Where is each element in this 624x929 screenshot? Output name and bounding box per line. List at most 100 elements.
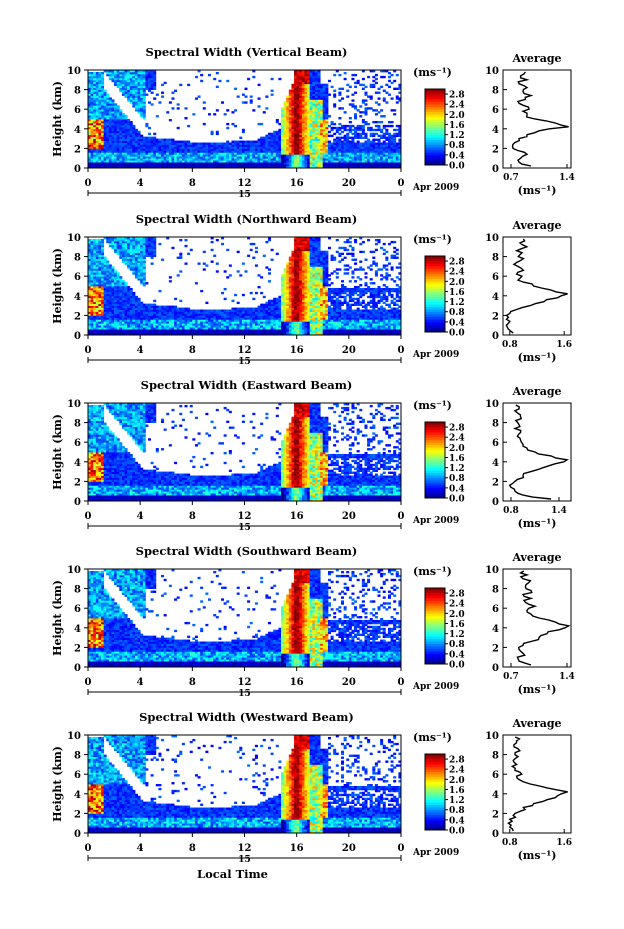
heatmap-cell [98, 93, 102, 96]
heatmap-cell [176, 154, 180, 157]
heatmap-cell [147, 81, 151, 85]
heatmap-cell [221, 242, 225, 246]
heatmap-cell [98, 287, 102, 291]
heatmap-cell [124, 331, 128, 334]
heatmap-cell [155, 329, 159, 332]
heatmap-cell [114, 128, 118, 132]
heatmap-cell [111, 146, 115, 149]
heatmap-cell [106, 71, 110, 75]
heatmap-cell [307, 124, 311, 128]
heatmap-cell [90, 120, 94, 124]
heatmap-cell [174, 305, 178, 308]
heatmap-cell [101, 313, 105, 316]
heatmap-cell [369, 150, 373, 153]
heatmap-cell [166, 150, 170, 153]
heatmap-cell [202, 319, 206, 322]
heatmap-cell [142, 272, 146, 275]
heatmap-cell [124, 120, 128, 124]
heatmap-cell [374, 162, 378, 165]
heatmap-cell [395, 124, 399, 128]
heatmap-cell [231, 311, 235, 314]
heatmap-cell [116, 276, 120, 279]
heatmap-cell [294, 97, 298, 100]
heatmap-cell [95, 124, 99, 128]
heatmap-cell [398, 142, 402, 145]
heatmap-cell [320, 93, 324, 96]
heatmap-cell [333, 158, 337, 161]
heatmap-cell [359, 144, 363, 147]
heatmap-cell [116, 134, 120, 138]
heatmap-cell [132, 79, 136, 83]
heatmap-cell [166, 156, 170, 159]
average-title: Average [511, 52, 561, 65]
heatmap-cell [202, 311, 206, 314]
heatmap-cell [184, 262, 188, 265]
heatmap-cell [281, 117, 285, 120]
heatmap-cell [93, 162, 97, 165]
heatmap-cell [223, 156, 227, 159]
heatmap-cell [239, 142, 243, 145]
heatmap-cell [374, 124, 378, 128]
heatmap-cell [234, 140, 238, 143]
heatmap-cell [377, 152, 381, 155]
heatmap-cell [335, 130, 339, 134]
heatmap-cell [101, 262, 105, 265]
heatmap-cell [93, 124, 97, 128]
heatmap-cell [299, 87, 303, 90]
heatmap-cell [93, 93, 97, 96]
heatmap-cell [221, 317, 225, 320]
heatmap-cell [145, 252, 149, 256]
heatmap-cell [364, 107, 368, 110]
heatmap-cell [317, 134, 321, 138]
heatmap-cell [90, 291, 94, 295]
heatmap-cell [181, 148, 185, 151]
heatmap-cell [166, 323, 170, 326]
heatmap-cell [88, 252, 92, 256]
heatmap-cell [223, 142, 227, 145]
heatmap-cell [93, 158, 97, 161]
heatmap-cell [90, 284, 94, 287]
heatmap-cell [359, 128, 363, 132]
heatmap-cell [106, 146, 110, 149]
heatmap-cell [93, 136, 97, 139]
heatmap-cell [239, 333, 243, 336]
heatmap-cell [283, 101, 287, 104]
heatmap-cell [119, 89, 123, 92]
heatmap-cell [234, 293, 238, 297]
heatmap-cell [325, 83, 329, 87]
heatmap-cell [98, 264, 102, 267]
heatmap-cell [257, 97, 261, 100]
heatmap-cell [150, 148, 154, 151]
heatmap-cell [288, 152, 292, 155]
heatmap-cell [181, 164, 185, 167]
heatmap-cell [114, 71, 118, 75]
heatmap-cell [354, 134, 358, 138]
heatmap-cell [309, 75, 313, 79]
heatmap-cell [372, 158, 376, 161]
heatmap-cell [307, 87, 311, 90]
heatmap-cell [301, 126, 305, 130]
heatmap-cell [192, 142, 196, 145]
heatmap-cell [325, 134, 329, 138]
heatmap-cell [307, 115, 311, 118]
heatmap-cell [221, 313, 225, 316]
heatmap-cell [348, 103, 352, 106]
heatmap-cell [119, 119, 123, 122]
heatmap-cell [267, 146, 271, 149]
heatmap-cell [343, 71, 347, 75]
heatmap-cell [101, 111, 105, 114]
heatmap-cell [108, 321, 112, 324]
heatmap-cell [103, 297, 107, 301]
heatmap-cell [114, 117, 118, 120]
heatmap-cell [179, 321, 183, 324]
heatmap-cell [134, 152, 138, 155]
heatmap-cell [377, 164, 381, 167]
heatmap-cell [338, 128, 342, 132]
heatmap-cell [309, 150, 313, 153]
heatmap-cell [304, 124, 308, 128]
heatmap-cell [101, 242, 105, 246]
heatmap-cell [121, 136, 125, 139]
heatmap-cell [333, 138, 337, 141]
heatmap-cell [210, 152, 214, 155]
heatmap-cell [194, 97, 198, 100]
